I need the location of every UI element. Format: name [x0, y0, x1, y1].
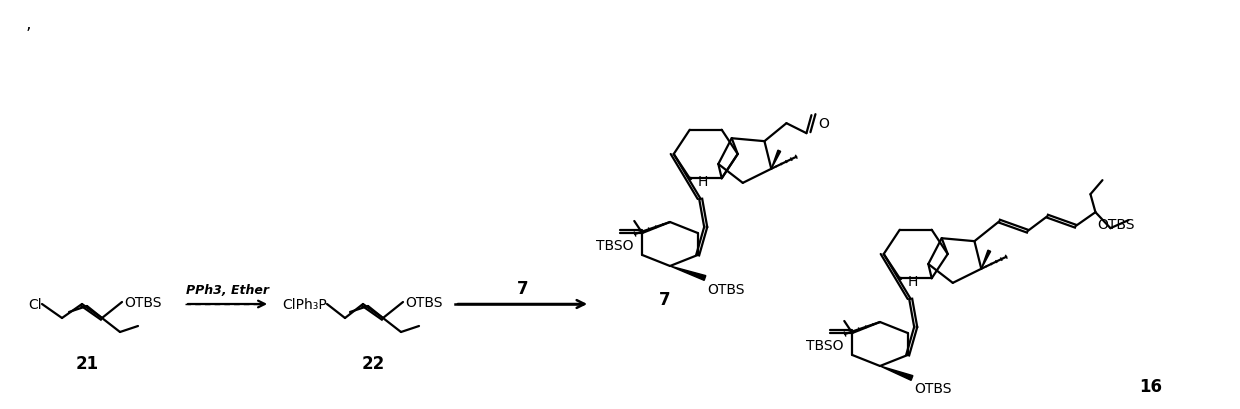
Text: 21: 21	[76, 354, 98, 372]
Text: TBSO: TBSO	[806, 338, 843, 352]
Text: OTBS: OTBS	[124, 295, 161, 309]
Text: OTBS: OTBS	[914, 381, 951, 395]
Text: H: H	[698, 175, 708, 189]
Text: OTBS: OTBS	[405, 295, 443, 309]
Text: 22: 22	[361, 354, 384, 372]
Polygon shape	[981, 251, 991, 269]
Text: Cl: Cl	[29, 297, 42, 311]
Text: 7: 7	[517, 279, 528, 297]
Text: H: H	[908, 274, 918, 288]
Polygon shape	[670, 266, 706, 281]
Text: TBSO: TBSO	[595, 238, 632, 252]
Text: OTBS: OTBS	[1097, 218, 1135, 231]
Text: 7: 7	[660, 290, 671, 308]
Polygon shape	[880, 366, 913, 380]
Text: ClPh₃P: ClPh₃P	[281, 297, 327, 311]
Polygon shape	[771, 151, 781, 169]
Text: 16: 16	[1140, 377, 1162, 395]
Text: ’: ’	[25, 26, 31, 44]
Text: PPh3, Ether: PPh3, Ether	[186, 284, 269, 297]
Text: O: O	[818, 117, 830, 131]
Text: OTBS: OTBS	[707, 282, 744, 296]
